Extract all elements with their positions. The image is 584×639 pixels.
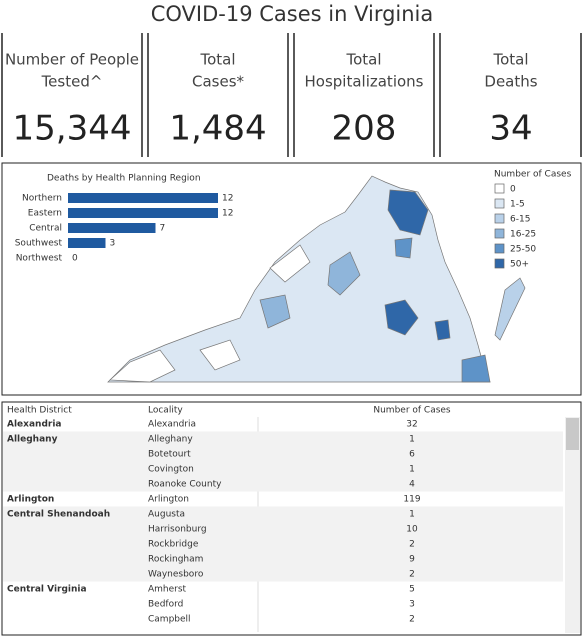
table-header: Number of Cases xyxy=(373,406,451,416)
district: Alleghany xyxy=(7,435,58,445)
bar xyxy=(68,238,106,248)
value-label: 0 xyxy=(72,254,78,264)
legend-label: 1-5 xyxy=(510,200,525,210)
cases: 9 xyxy=(409,555,415,565)
kpi-label: Total xyxy=(492,51,528,69)
district: Central Virginia xyxy=(7,585,87,595)
locality: Rockbridge xyxy=(148,540,199,550)
locality: Alexandria xyxy=(148,420,196,430)
kpi-label: Hospitalizations xyxy=(305,73,424,91)
cases: 6 xyxy=(409,450,415,460)
district: Arlington xyxy=(7,495,54,505)
cases: 2 xyxy=(409,540,415,550)
cases: 32 xyxy=(406,420,417,430)
bar xyxy=(68,223,156,233)
legend-swatch xyxy=(494,258,505,269)
locality: Roanoke County xyxy=(148,480,222,490)
kpi-value: 208 xyxy=(332,109,397,149)
legend-title: Number of Cases xyxy=(494,170,572,180)
kpi-value: 15,344 xyxy=(13,109,132,149)
locality: Augusta xyxy=(148,510,185,520)
scrollbar-thumb xyxy=(566,418,579,450)
legend-label: 0 xyxy=(510,185,516,195)
legend-swatch xyxy=(494,228,505,239)
kpi-label: Tested^ xyxy=(41,73,103,91)
locality: Arlington xyxy=(148,495,189,505)
legend-label: 50+ xyxy=(510,260,529,270)
category-label: Southwest xyxy=(15,239,63,249)
locality: Alleghany xyxy=(148,435,193,445)
cases: 1 xyxy=(409,465,415,475)
value-label: 12 xyxy=(222,209,233,219)
table-header: Locality xyxy=(148,406,183,416)
cases: 2 xyxy=(409,570,415,580)
category-label: Northern xyxy=(22,194,62,204)
district: Alexandria xyxy=(7,420,61,430)
locality: Waynesboro xyxy=(148,570,204,580)
kpi-label: Total xyxy=(199,51,235,69)
locality: Botetourt xyxy=(148,450,191,460)
row-shade xyxy=(3,431,563,492)
category-label: Central xyxy=(29,224,62,234)
kpi-value: 34 xyxy=(489,109,532,149)
category-label: Northwest xyxy=(16,254,63,264)
table-header: Health District xyxy=(7,406,72,416)
chart-title: Deaths by Health Planning Region xyxy=(47,174,201,184)
cases: 1 xyxy=(409,435,415,445)
cases: 1 xyxy=(409,510,415,520)
kpi-value: 1,484 xyxy=(169,109,266,149)
locality: Rockingham xyxy=(148,555,203,565)
locality: Amherst xyxy=(148,585,187,595)
district: Central Shenandoah xyxy=(7,510,110,520)
legend-swatch xyxy=(494,183,505,194)
kpi-label: Cases* xyxy=(192,73,245,91)
legend-label: 25-50 xyxy=(510,245,536,255)
bar xyxy=(68,193,218,203)
bar xyxy=(68,208,218,218)
kpi-frame xyxy=(1,33,582,157)
cases: 5 xyxy=(409,585,415,595)
legend-swatch xyxy=(494,243,505,254)
cases: 2 xyxy=(409,615,415,625)
cases: 3 xyxy=(409,600,415,610)
locality: Covington xyxy=(148,465,194,475)
legend-label: 16-25 xyxy=(510,230,536,240)
kpi-label: Total xyxy=(345,51,381,69)
cases: 119 xyxy=(403,495,420,505)
scrollbar-track xyxy=(565,417,580,633)
virginia-map xyxy=(107,175,526,383)
map-panel xyxy=(1,162,582,396)
kpi-label: Deaths xyxy=(484,73,537,91)
locality: Bedford xyxy=(148,600,183,610)
row-shade xyxy=(3,506,563,582)
value-label: 12 xyxy=(222,194,233,204)
value-label: 7 xyxy=(160,224,166,234)
legend-swatch xyxy=(494,213,505,224)
page-title: COVID-19 Cases in Virginia xyxy=(151,2,434,26)
legend-label: 6-15 xyxy=(510,215,530,225)
value-label: 3 xyxy=(110,239,116,249)
kpi-label: Number of People xyxy=(5,51,139,69)
table-panel xyxy=(1,401,582,636)
cases: 4 xyxy=(409,480,415,490)
legend-swatch xyxy=(494,198,505,209)
cases: 10 xyxy=(406,525,418,535)
locality: Harrisonburg xyxy=(148,525,207,535)
locality: Campbell xyxy=(148,615,191,625)
category-label: Eastern xyxy=(28,209,62,219)
